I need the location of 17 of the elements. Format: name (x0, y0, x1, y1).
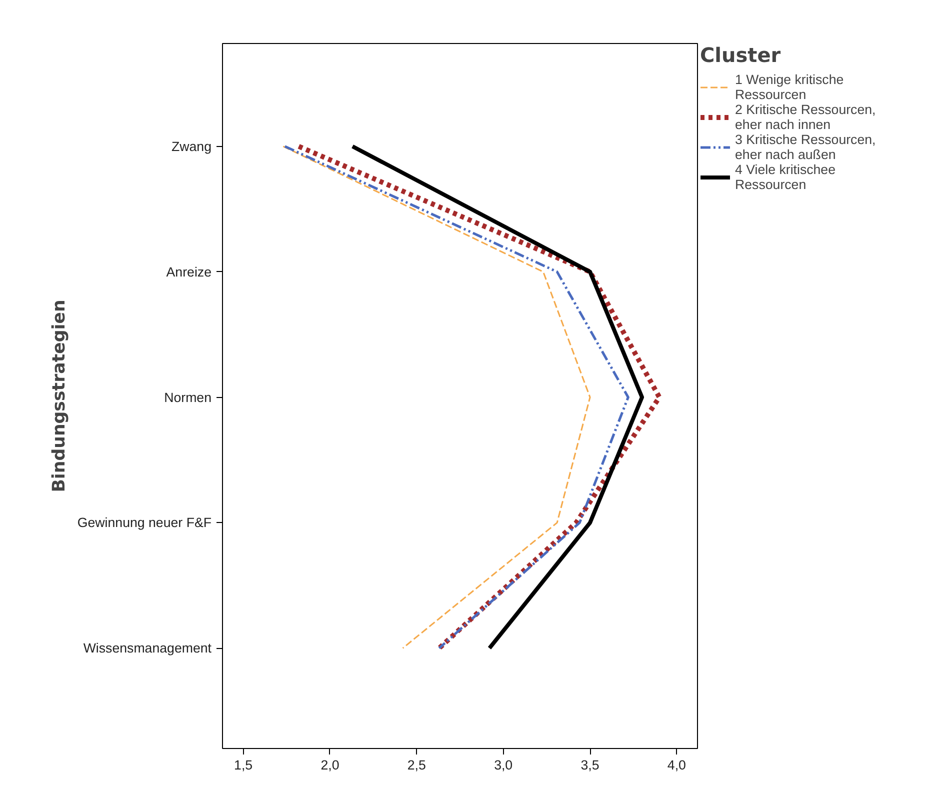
legend-label: 1 Wenige kritische Ressourcen (735, 72, 844, 102)
y-tick-label: Normen (164, 390, 212, 405)
y-tick-label: Anreize (166, 264, 212, 280)
x-tick-label: 3,5 (580, 758, 600, 772)
x-tick-label: 3,0 (494, 758, 513, 772)
x-tick-label: 2,0 (320, 758, 340, 772)
y-tick-label: Gewinnung neuer F&F (77, 515, 212, 530)
x-tick-label: 2,5 (407, 758, 426, 772)
y-axis-title: Bindungsstrategien (49, 300, 70, 492)
x-tick-label: 4,0 (667, 758, 686, 772)
legend-title: Cluster (700, 43, 782, 67)
x-tick-label: 1,5 (234, 758, 253, 772)
y-tick-label: Zwang (171, 138, 212, 154)
legend-label: 3 Kritische Ressourcen, eher nach außen (735, 132, 876, 162)
y-tick-label: Wissensmanagement (83, 640, 212, 656)
legend-label: 2 Kritische Ressourcen, eher nach innen (735, 102, 876, 132)
legend-label: 4 Viele kritischee Ressourcen (735, 162, 836, 192)
